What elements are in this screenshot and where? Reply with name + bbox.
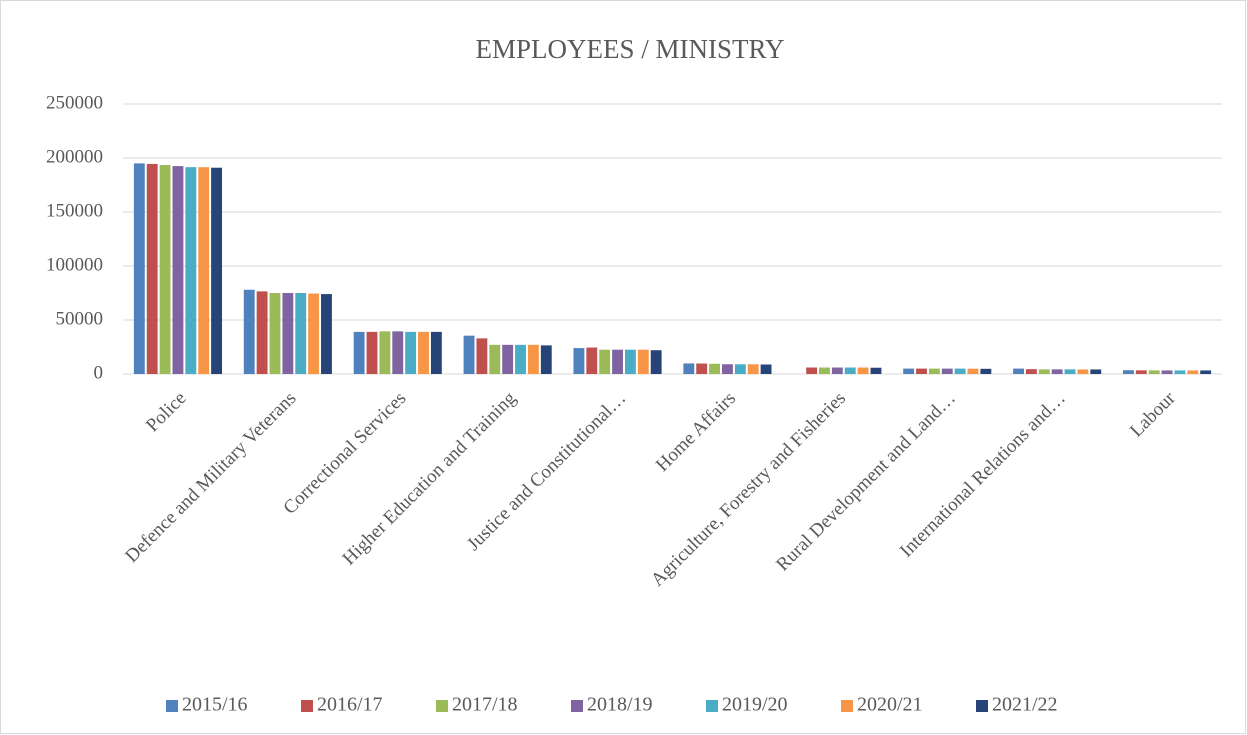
bar bbox=[159, 165, 171, 374]
bar bbox=[146, 163, 158, 374]
bar bbox=[683, 363, 695, 374]
bar bbox=[903, 368, 915, 374]
y-tick-label: 50000 bbox=[56, 308, 104, 329]
bar bbox=[1051, 369, 1063, 374]
bar bbox=[806, 367, 818, 374]
bar bbox=[599, 349, 611, 374]
legend-swatch bbox=[301, 700, 313, 712]
legend-label: 2017/18 bbox=[452, 694, 518, 716]
bar bbox=[269, 293, 281, 374]
bar bbox=[696, 363, 708, 374]
bar bbox=[819, 367, 830, 374]
bar bbox=[722, 364, 733, 374]
bar bbox=[747, 364, 759, 374]
bar bbox=[612, 349, 623, 374]
bar bbox=[502, 344, 514, 374]
bar bbox=[1148, 370, 1160, 374]
legend-label: 2020/21 bbox=[857, 694, 923, 716]
bar bbox=[353, 331, 365, 374]
legend-label: 2018/19 bbox=[587, 694, 653, 716]
y-tick-label: 150000 bbox=[46, 200, 103, 221]
y-tick-label: 0 bbox=[94, 362, 104, 383]
legend-swatch bbox=[436, 700, 448, 712]
bar bbox=[573, 348, 585, 374]
legend-swatch bbox=[166, 700, 178, 712]
legend-label: 2015/16 bbox=[182, 694, 248, 716]
bar bbox=[709, 363, 721, 374]
bar bbox=[133, 163, 145, 374]
bar bbox=[734, 364, 746, 374]
y-tick-label: 200000 bbox=[46, 146, 103, 167]
bar bbox=[1135, 370, 1147, 374]
bar bbox=[857, 367, 869, 374]
chart-title: EMPLOYEES / MINISTRY bbox=[475, 34, 784, 64]
y-tick-label: 250000 bbox=[46, 92, 103, 113]
bar bbox=[489, 344, 501, 374]
bar bbox=[928, 368, 940, 374]
bar bbox=[844, 367, 856, 374]
bar bbox=[1064, 369, 1076, 374]
legend-swatch bbox=[976, 700, 988, 712]
legend-label: 2016/17 bbox=[317, 694, 383, 716]
bar bbox=[308, 293, 320, 374]
bar bbox=[650, 350, 662, 374]
bar bbox=[1187, 370, 1199, 374]
bar bbox=[515, 344, 526, 374]
bar bbox=[916, 368, 927, 374]
bar bbox=[870, 367, 882, 374]
bar bbox=[1038, 369, 1050, 374]
bar bbox=[967, 368, 979, 374]
bar bbox=[1161, 370, 1173, 374]
bar bbox=[637, 349, 649, 374]
bar bbox=[954, 368, 966, 374]
bar bbox=[1122, 370, 1134, 374]
legend-swatch bbox=[706, 700, 718, 712]
legend-swatch bbox=[841, 700, 853, 712]
bar bbox=[321, 294, 332, 374]
legend-label: 2019/20 bbox=[722, 694, 788, 716]
bar bbox=[1077, 369, 1089, 374]
y-tick-label: 100000 bbox=[46, 254, 103, 275]
bar bbox=[540, 345, 552, 374]
bar bbox=[831, 367, 843, 374]
legend-label: 2021/22 bbox=[992, 694, 1058, 716]
bar bbox=[586, 347, 598, 374]
bar bbox=[185, 167, 197, 374]
bar bbox=[366, 331, 378, 374]
bar bbox=[172, 166, 184, 374]
bar bbox=[282, 293, 294, 374]
bar bbox=[430, 331, 442, 374]
bar bbox=[198, 167, 210, 374]
bar bbox=[256, 291, 268, 374]
bar bbox=[418, 331, 429, 374]
bar bbox=[1090, 369, 1102, 374]
bar bbox=[1200, 370, 1212, 374]
bar bbox=[1174, 370, 1186, 374]
bar bbox=[379, 331, 391, 374]
bar bbox=[295, 293, 307, 374]
bar bbox=[624, 349, 636, 374]
bar bbox=[527, 344, 539, 374]
bar bbox=[463, 335, 475, 374]
bar bbox=[1013, 368, 1024, 374]
bar bbox=[243, 289, 255, 374]
bar bbox=[1025, 369, 1037, 374]
bar bbox=[392, 331, 404, 374]
bar bbox=[941, 368, 953, 374]
bar bbox=[476, 338, 488, 374]
bar bbox=[980, 368, 992, 374]
bar bbox=[405, 331, 417, 374]
legend-swatch bbox=[571, 700, 583, 712]
bar bbox=[211, 167, 223, 374]
bar bbox=[760, 364, 772, 374]
